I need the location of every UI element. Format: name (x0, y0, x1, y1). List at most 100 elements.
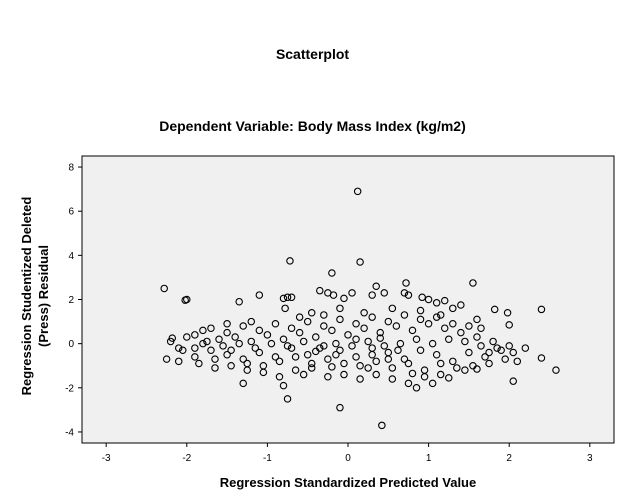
data-point (465, 348, 473, 357)
data-point (328, 326, 336, 335)
data-point (509, 377, 517, 385)
data-point (320, 342, 328, 350)
data-point (307, 308, 316, 317)
data-point (408, 369, 417, 378)
data-point (376, 334, 384, 342)
data-point (340, 294, 348, 303)
data-point (449, 320, 457, 328)
data-point (235, 297, 243, 306)
data-point (372, 357, 380, 366)
data-point (231, 333, 239, 341)
data-point (490, 305, 499, 314)
data-point (353, 187, 362, 196)
data-point (199, 326, 207, 335)
data-point (489, 337, 497, 346)
data-point (307, 364, 316, 372)
data-point (356, 361, 364, 370)
data-point (501, 355, 509, 363)
data-point (364, 364, 372, 372)
data-point (380, 289, 389, 297)
data-point (286, 257, 294, 265)
data-point (255, 291, 264, 299)
data-point (291, 353, 300, 361)
x-tick-label: 2 (506, 453, 512, 464)
data-point (503, 308, 512, 317)
data-point (320, 311, 328, 319)
data-point (477, 342, 485, 350)
data-point (211, 355, 219, 363)
data-point (263, 331, 272, 339)
data-point (392, 322, 401, 330)
data-point (485, 359, 493, 368)
data-point (493, 344, 501, 352)
data-point (235, 339, 243, 348)
data-point (223, 328, 231, 337)
data-point (378, 421, 386, 430)
data-point (372, 282, 380, 291)
data-point (223, 320, 231, 328)
data-point (162, 355, 171, 363)
data-point (404, 379, 413, 388)
data-point (445, 374, 453, 382)
data-point (449, 304, 457, 313)
data-point (307, 359, 316, 368)
data-point (332, 350, 340, 359)
data-point (352, 353, 360, 361)
data-point (259, 361, 268, 370)
data-point (428, 379, 437, 388)
data-point (400, 355, 409, 363)
data-point (168, 334, 177, 342)
chart-subtitle: Dependent Variable: Body Mass Index (kg/… (159, 118, 466, 134)
y-tick-label: 4 (68, 251, 74, 262)
data-points (160, 187, 560, 430)
data-point (239, 355, 247, 363)
x-tick-label: -3 (102, 453, 111, 464)
data-point (457, 301, 465, 309)
data-point (388, 364, 397, 372)
data-point (174, 357, 183, 366)
data-point (497, 346, 505, 355)
data-point (291, 366, 300, 374)
data-point (432, 299, 441, 307)
data-point (418, 293, 426, 302)
data-point (287, 293, 296, 302)
data-point (215, 335, 223, 343)
data-point (424, 320, 433, 328)
data-point (303, 317, 312, 326)
data-point (376, 328, 384, 337)
data-point (481, 353, 489, 361)
data-point (404, 359, 413, 368)
y-tick-label: 0 (68, 339, 74, 350)
data-point (279, 381, 288, 390)
data-point (436, 359, 445, 368)
data-point (299, 370, 308, 379)
data-point (416, 346, 425, 355)
data-point (336, 315, 344, 324)
data-point (368, 313, 376, 321)
data-point (281, 304, 289, 313)
x-tick-label: -1 (263, 453, 272, 464)
y-tick-label: -2 (65, 383, 74, 394)
data-point (380, 342, 389, 350)
data-point (477, 324, 485, 332)
data-point (320, 322, 328, 330)
data-point (239, 379, 247, 388)
data-point (388, 375, 397, 383)
data-point (505, 342, 513, 350)
data-point (324, 373, 332, 381)
data-point (340, 359, 348, 368)
data-point (160, 284, 168, 293)
data-point (356, 258, 364, 266)
data-point (336, 304, 344, 313)
data-point (432, 313, 441, 321)
data-point (513, 357, 522, 366)
data-point (279, 335, 288, 343)
data-point (179, 346, 187, 355)
data-point (329, 291, 338, 299)
data-point (436, 370, 445, 379)
data-point (402, 279, 410, 287)
data-point (279, 294, 288, 303)
data-point (199, 339, 207, 348)
data-point (364, 337, 372, 346)
